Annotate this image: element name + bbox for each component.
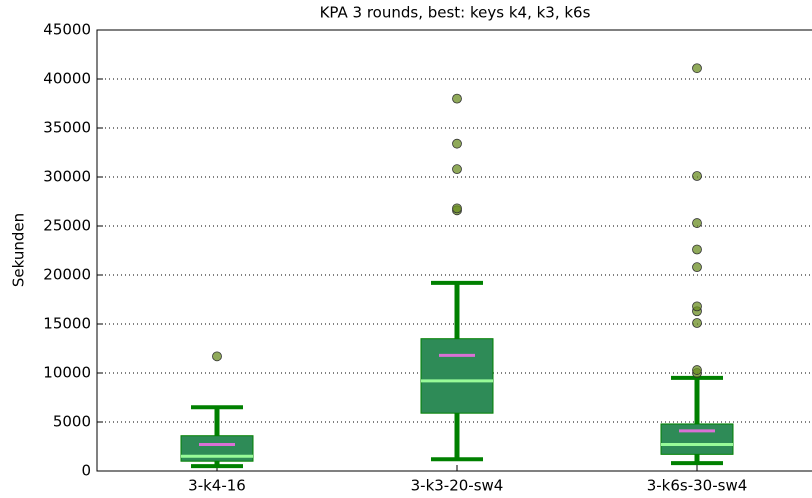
outlier: [692, 171, 702, 181]
outlier: [692, 318, 702, 328]
box: [420, 338, 494, 414]
outlier: [692, 301, 702, 312]
y-tick-label: 45000: [43, 21, 91, 39]
chart-title: KPA 3 rounds, best: keys k4, k3, k6s: [320, 4, 591, 22]
y-tick-label: 10000: [43, 364, 91, 382]
outlier: [692, 218, 702, 228]
y-tick-label: 25000: [43, 217, 91, 235]
outlier: [452, 203, 462, 214]
outlier: [452, 164, 462, 175]
outlier: [692, 262, 702, 273]
y-tick-label: 20000: [43, 266, 91, 284]
outlier: [692, 365, 702, 375]
x-tick-label: 3-k3-20-sw4: [411, 477, 504, 495]
outlier: [692, 244, 702, 255]
outlier: [212, 351, 222, 362]
y-tick-label: 35000: [43, 119, 91, 137]
y-axis-label: Sekunden: [10, 213, 28, 287]
y-tick-label: 5000: [53, 413, 91, 431]
y-tick-label: 30000: [43, 168, 91, 186]
outlier: [452, 93, 462, 104]
plot-frame: [96, 29, 812, 472]
x-tick-label: 3-k6s-30-sw4: [647, 477, 748, 495]
y-tick-label: 40000: [43, 70, 91, 88]
outlier: [452, 138, 462, 149]
outlier: [692, 63, 702, 74]
y-tick-label: 0: [81, 462, 91, 480]
x-tick-label: 3-k4-16: [188, 477, 246, 495]
box: [660, 423, 734, 455]
y-tick-label: 15000: [43, 315, 91, 333]
